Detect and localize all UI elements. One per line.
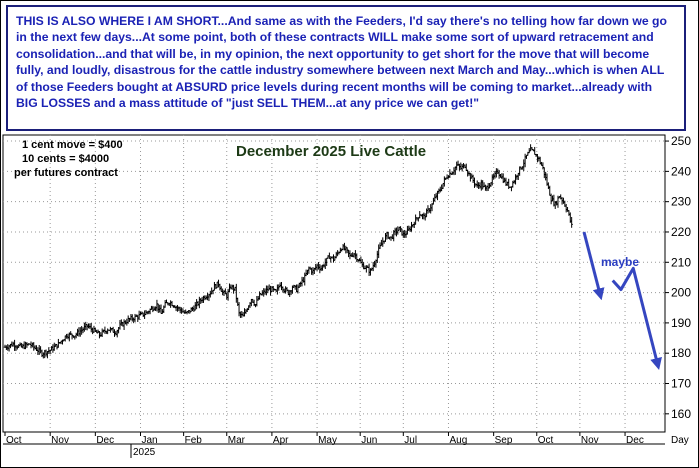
- x-tick-label: Jul: [404, 435, 417, 446]
- x-tick-label: May: [318, 435, 337, 446]
- chart-title: December 2025 Live Cattle: [236, 143, 426, 160]
- plot-area: [2, 134, 666, 433]
- y-tick-label: 190: [671, 316, 691, 330]
- x-tick-label: Feb: [185, 435, 203, 446]
- y-tick-label: 240: [671, 164, 691, 178]
- x-tick-label: Sep: [495, 435, 513, 446]
- x-axis-ticks: Oct Nov Dec Jan Feb Mar Apr May Jun Jul Aug Sep Oct N…: [4, 432, 644, 446]
- x-tick-label: Jan: [142, 435, 158, 446]
- y-tick-label: 200: [671, 286, 691, 300]
- y-tick-label: 160: [671, 407, 691, 421]
- year-label: 2025: [133, 447, 156, 458]
- contract-note-2: 10 cents = $4000: [22, 153, 109, 165]
- y-tick-label: 220: [671, 225, 691, 239]
- y-tick-label: 170: [671, 377, 691, 391]
- annotation-maybe: maybe: [601, 255, 639, 269]
- commentary-box: THIS IS ALSO WHERE I AM SHORT...And same…: [6, 5, 686, 131]
- x-tick-label: Nov: [581, 435, 599, 446]
- x-tick-label: Nov: [51, 435, 69, 446]
- y-tick-label: 180: [671, 346, 691, 360]
- contract-note-3: per futures contract: [14, 167, 118, 179]
- x-axis-unit: Day: [671, 435, 689, 446]
- x-tick-label: Oct: [6, 435, 22, 446]
- projection-arrows: [582, 231, 662, 370]
- price-bars: [3, 144, 573, 359]
- projection-arrow-zigzag: [611, 266, 662, 370]
- x-tick-label: Apr: [273, 435, 289, 446]
- commentary-text: THIS IS ALSO WHERE I AM SHORT...And same…: [16, 14, 667, 111]
- x-tick-label: Jun: [361, 435, 377, 446]
- contract-note-1: 1 cent move = $400: [22, 139, 123, 151]
- x-tick-label: Oct: [538, 435, 554, 446]
- y-tick-label: 250: [671, 134, 691, 148]
- y-tick-label: 230: [671, 195, 691, 209]
- y-tick-label: 210: [671, 255, 691, 269]
- x-tick-label: Dec: [96, 435, 114, 446]
- projection-arrow-down: [582, 231, 605, 301]
- price-bar: [570, 216, 573, 228]
- x-tick-label: Dec: [626, 435, 644, 446]
- y-axis-ticks: 160 170 180 190 200 210 220 230 240 250: [665, 134, 691, 421]
- x-tick-label: Mar: [228, 435, 246, 446]
- x-tick-label: Aug: [449, 435, 467, 446]
